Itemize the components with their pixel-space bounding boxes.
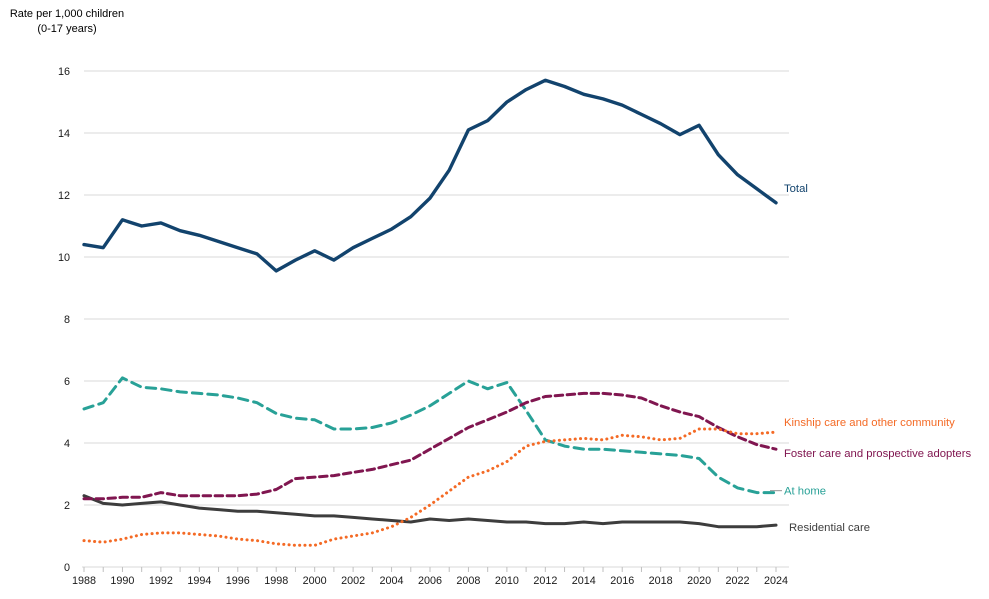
y-tick-label: 12 <box>58 190 70 202</box>
series-line-total <box>82 78 778 273</box>
x-tick-label: 2004 <box>380 575 404 587</box>
y-tick-label: 14 <box>58 128 70 140</box>
y-axis-title-line1: Rate per 1,000 children <box>9 8 125 20</box>
x-tick-label: 1994 <box>187 575 211 587</box>
y-tick-label: 2 <box>64 500 70 512</box>
y-axis-title: Rate per 1,000 children (0-17 years) <box>4 7 130 37</box>
y-tick-label: 16 <box>58 66 70 78</box>
x-tick-label: 2010 <box>495 575 519 587</box>
y-tick-label: 0 <box>64 562 70 574</box>
x-tick-label: 2002 <box>341 575 365 587</box>
x-tick-label: 2008 <box>456 575 480 587</box>
x-tick-label: 2022 <box>726 575 750 587</box>
series-label-at-home: At home <box>784 486 826 498</box>
y-tick-label: 4 <box>64 438 70 450</box>
x-tick-label: 1998 <box>264 575 288 587</box>
series-label-foster-care-and-prospective-adopters: Foster care and prospective adopters <box>784 448 971 460</box>
x-tick-label: 2024 <box>764 575 788 587</box>
series-line-at-home <box>82 376 778 495</box>
series-line-residential-care <box>82 494 778 529</box>
series-label-residential-care: Residential care <box>789 522 870 534</box>
y-tick-label: 6 <box>64 376 70 388</box>
x-tick-label: 1988 <box>72 575 96 587</box>
x-tick-label: 2020 <box>687 575 711 587</box>
y-tick-label: 10 <box>58 252 70 264</box>
x-tick-label: 1992 <box>149 575 173 587</box>
series-label-kinship-care-and-other-community: Kinship care and other community <box>784 417 955 429</box>
x-tick-label: 2000 <box>303 575 327 587</box>
x-tick-label: 2018 <box>649 575 673 587</box>
x-tick-label: 2014 <box>572 575 596 587</box>
x-tick-label: 2006 <box>418 575 442 587</box>
y-tick-label: 8 <box>64 314 70 326</box>
series-line-foster-care-and-prospective-adopters <box>82 391 778 501</box>
x-tick-label: 1996 <box>226 575 250 587</box>
x-tick-label: 1990 <box>110 575 134 587</box>
series-line-kinship-care-and-other-community <box>82 427 778 547</box>
x-tick-label: 2012 <box>533 575 557 587</box>
series-label-total: Total <box>784 183 808 195</box>
y-axis-title-line2: (0-17 years) <box>37 23 97 35</box>
x-tick-label: 2016 <box>610 575 634 587</box>
